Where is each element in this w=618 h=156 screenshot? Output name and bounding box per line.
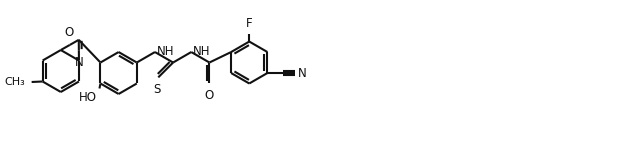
Text: O: O (205, 90, 214, 102)
Text: CH₃: CH₃ (4, 78, 25, 88)
Text: S: S (154, 83, 161, 96)
Text: HO: HO (78, 91, 96, 104)
Text: NH: NH (157, 44, 174, 58)
Text: O: O (64, 26, 74, 39)
Text: N: N (297, 66, 306, 80)
Text: NH: NH (193, 44, 211, 58)
Text: F: F (246, 17, 253, 30)
Text: N: N (75, 56, 83, 69)
